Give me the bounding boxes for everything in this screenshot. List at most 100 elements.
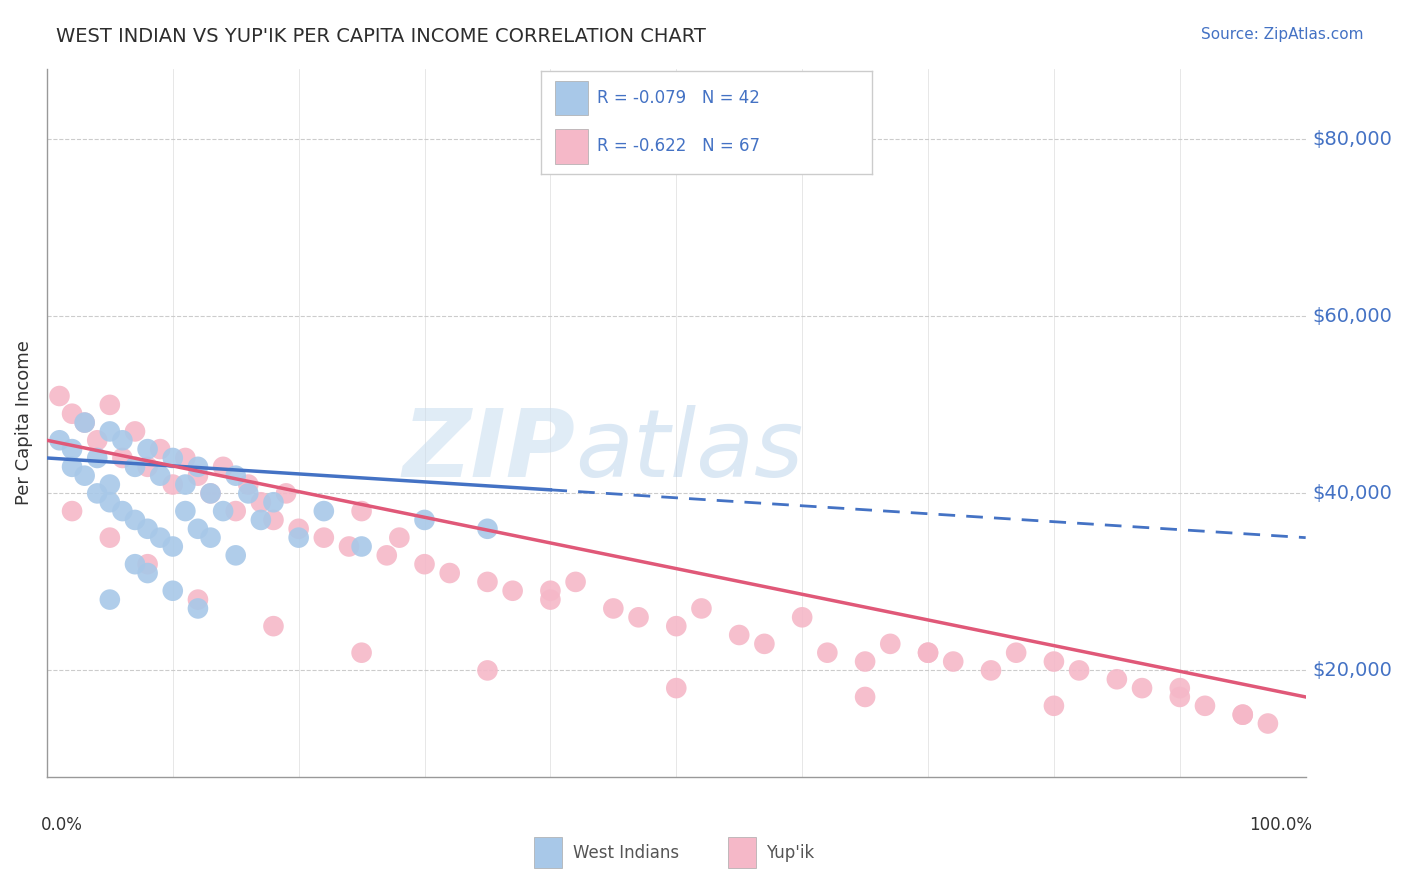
Point (250, 513, 273, 527)
Point (413, 558, 436, 572)
Point (162, 540, 184, 554)
Point (98, 425, 121, 439)
Point (225, 504, 247, 518)
Point (174, 450, 197, 465)
Point (48, 434, 70, 448)
Point (917, 646, 939, 660)
Point (60, 442, 83, 457)
Point (136, 459, 159, 474)
Y-axis label: Per Capita Income: Per Capita Income (15, 340, 32, 505)
FancyBboxPatch shape (534, 838, 562, 868)
Text: $40,000: $40,000 (1312, 483, 1392, 503)
Point (136, 558, 159, 572)
Point (538, 583, 561, 598)
Text: 100.0%: 100.0% (1249, 815, 1312, 833)
Point (86, 486, 108, 500)
Text: West Indians: West Indians (574, 844, 679, 862)
Point (853, 690, 876, 704)
Point (136, 442, 159, 457)
Point (1067, 664, 1090, 678)
Point (1257, 716, 1279, 731)
Point (48, 389, 70, 403)
Point (238, 486, 260, 500)
Point (312, 504, 335, 518)
FancyBboxPatch shape (554, 80, 588, 115)
Point (263, 495, 285, 509)
Point (86, 450, 108, 465)
Point (124, 459, 146, 474)
Point (187, 459, 209, 474)
Point (187, 592, 209, 607)
Point (477, 664, 499, 678)
Point (73, 416, 96, 430)
Point (602, 601, 624, 615)
Point (98, 592, 121, 607)
Point (187, 601, 209, 615)
Point (124, 558, 146, 572)
Point (225, 549, 247, 563)
Point (136, 566, 159, 580)
Point (287, 531, 309, 545)
Point (1005, 646, 1028, 660)
Point (174, 504, 197, 518)
Point (274, 486, 297, 500)
Point (149, 442, 172, 457)
Point (212, 459, 235, 474)
Point (754, 637, 776, 651)
Point (413, 513, 436, 527)
Point (879, 637, 901, 651)
Text: Yup'ik: Yup'ik (766, 844, 814, 862)
Point (111, 504, 134, 518)
Point (263, 619, 285, 633)
Point (439, 566, 461, 580)
Point (162, 450, 184, 465)
Point (1168, 681, 1191, 695)
Point (124, 425, 146, 439)
Point (627, 610, 650, 624)
Text: Source: ZipAtlas.com: Source: ZipAtlas.com (1201, 27, 1364, 42)
Point (350, 504, 373, 518)
Point (60, 407, 83, 421)
Point (149, 468, 172, 483)
Point (124, 513, 146, 527)
Point (477, 522, 499, 536)
Point (174, 477, 197, 491)
Point (502, 583, 524, 598)
Point (250, 495, 273, 509)
Point (564, 574, 586, 589)
Point (1168, 690, 1191, 704)
Point (1130, 681, 1153, 695)
Point (60, 459, 83, 474)
Point (350, 540, 373, 554)
Point (200, 486, 222, 500)
Text: $80,000: $80,000 (1312, 130, 1392, 149)
Point (815, 646, 838, 660)
Point (212, 504, 235, 518)
Point (187, 522, 209, 536)
Point (917, 646, 939, 660)
Point (1043, 698, 1066, 713)
Point (98, 477, 121, 491)
Point (149, 531, 172, 545)
Point (200, 531, 222, 545)
Point (728, 628, 751, 642)
Point (200, 486, 222, 500)
Point (162, 583, 184, 598)
Point (792, 610, 814, 624)
Point (60, 504, 83, 518)
Point (238, 477, 260, 491)
Point (1194, 698, 1216, 713)
Point (690, 601, 713, 615)
Point (538, 592, 561, 607)
Text: WEST INDIAN VS YUP'IK PER CAPITA INCOME CORRELATION CHART: WEST INDIAN VS YUP'IK PER CAPITA INCOME … (56, 27, 706, 45)
Point (1043, 655, 1066, 669)
Point (111, 450, 134, 465)
Text: R = -0.622   N = 67: R = -0.622 N = 67 (598, 137, 761, 155)
Point (111, 434, 134, 448)
Point (388, 531, 411, 545)
Text: $20,000: $20,000 (1312, 661, 1392, 680)
Text: ZIP: ZIP (402, 405, 575, 497)
Point (853, 655, 876, 669)
Point (98, 398, 121, 412)
Point (337, 540, 360, 554)
